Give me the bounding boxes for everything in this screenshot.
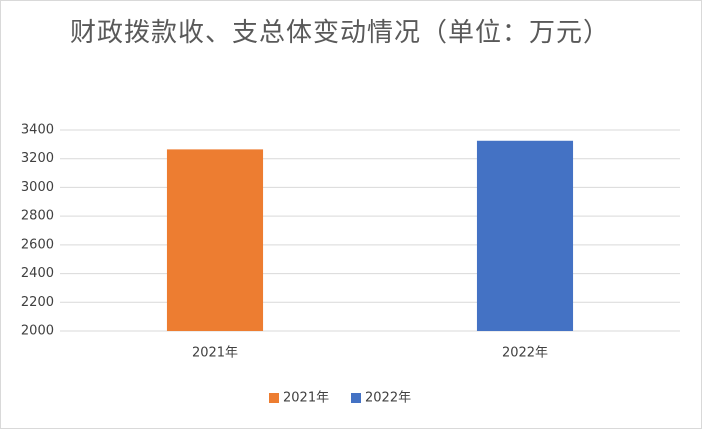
x-tick-label: 2021年	[192, 346, 238, 361]
legend-swatch	[351, 393, 361, 403]
y-tick-label: 2800	[21, 209, 54, 224]
legend-swatch	[269, 393, 279, 403]
y-tick-label: 2400	[21, 266, 54, 281]
chart-title: 财政拨款收、支总体变动情况（单位：万元）	[70, 18, 611, 48]
y-tick-label: 2200	[21, 295, 54, 310]
legend-label: 2022年	[365, 391, 411, 406]
y-tick-label: 2600	[21, 237, 54, 252]
y-tick-label: 3000	[21, 180, 54, 195]
y-tick-label: 3400	[21, 123, 54, 138]
y-tick-label: 2000	[21, 324, 54, 339]
bar	[166, 149, 264, 331]
bar	[476, 140, 574, 331]
legend-label: 2021年	[283, 391, 329, 406]
y-tick-label: 3200	[21, 151, 54, 166]
x-tick-label: 2022年	[502, 346, 548, 361]
